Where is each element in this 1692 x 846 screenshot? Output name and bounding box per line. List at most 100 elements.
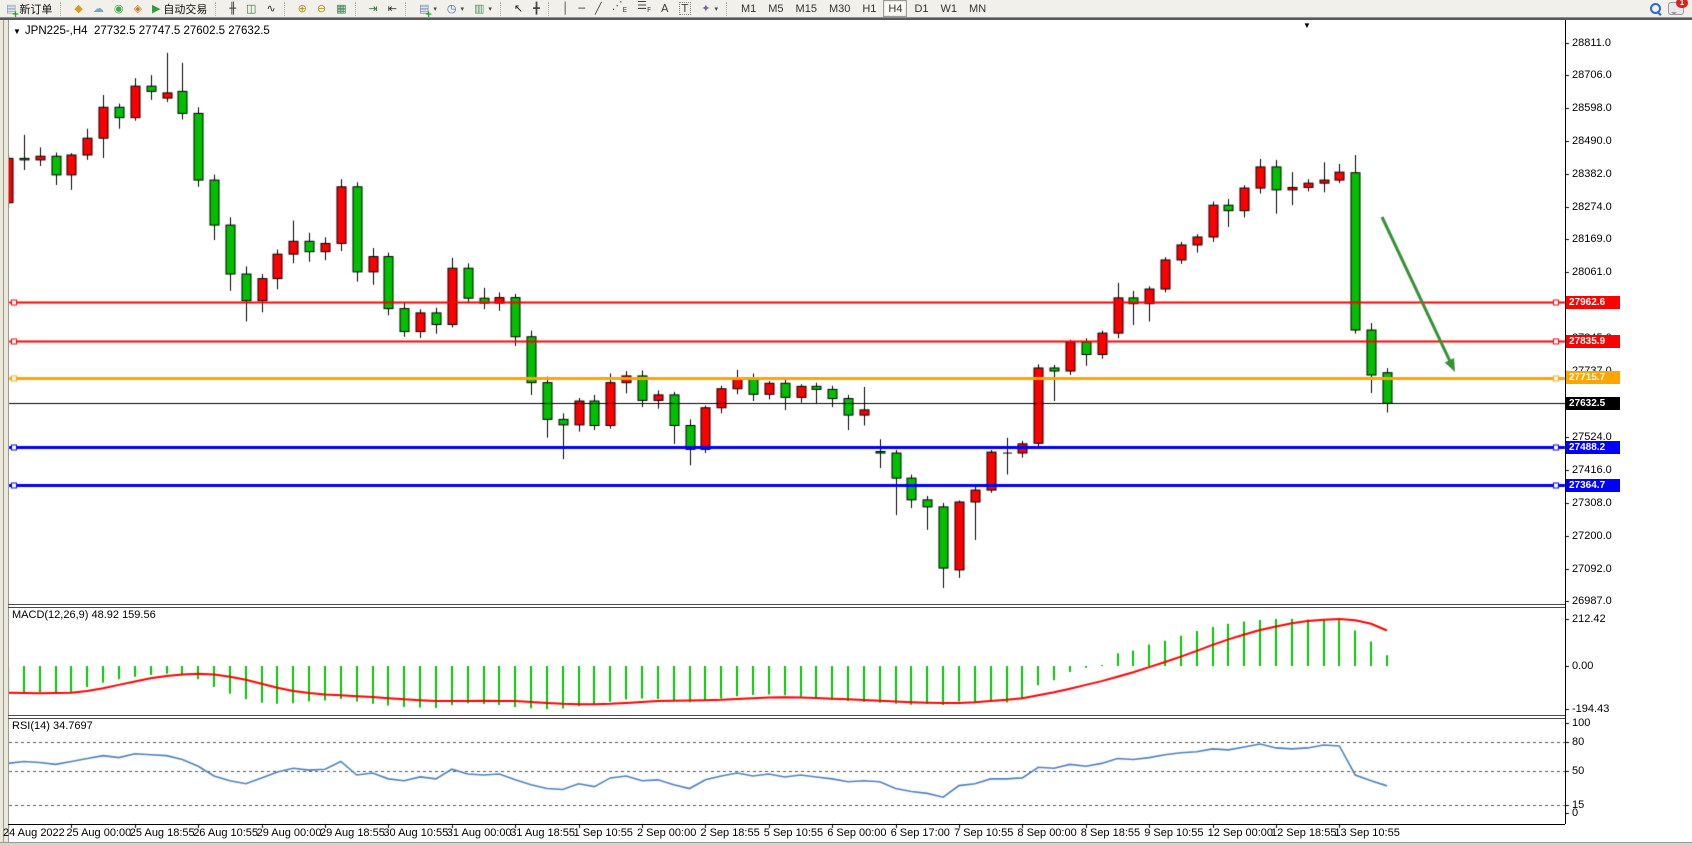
horizontal-line-icon: ─ bbox=[578, 1, 586, 15]
new-chart-button[interactable]: ▤ + ▾ bbox=[415, 0, 441, 20]
date-tick-label: 31 Aug 18:55 bbox=[510, 827, 576, 839]
cursor-icon: ↖ bbox=[513, 1, 524, 15]
date-tick-label: 12 Sep 18:55 bbox=[1271, 827, 1337, 839]
macd-tick-label: -194.43 bbox=[1572, 703, 1610, 716]
macd-rsi-separator-2 bbox=[8, 718, 1565, 719]
date-tick-label: 8 Sep 00:00 bbox=[1017, 827, 1077, 839]
signal-icon: ◉ bbox=[113, 1, 124, 15]
timeframe-button-w1[interactable]: W1 bbox=[940, 2, 958, 15]
rsi-tick-label: 15 bbox=[1572, 798, 1585, 811]
timeframe-button-h4[interactable]: H4 bbox=[883, 0, 908, 17]
price-tick-label: 26987.0 bbox=[1572, 594, 1612, 607]
timeframe-button-m30[interactable]: M30 bbox=[828, 2, 851, 15]
rsi-tick-label: 0 bbox=[1572, 807, 1579, 819]
one-click-caret-icon[interactable]: ▼ bbox=[13, 27, 21, 36]
text-label-icon: T bbox=[678, 2, 692, 15]
signals-button[interactable]: ◉ bbox=[110, 0, 128, 18]
vertical-line-button[interactable]: │ bbox=[558, 0, 573, 18]
toolbar: ▤ + 新订单 ◆ ☁ ◉ ◈ ▶ 自动交易 ╫ ◫ ∿ ⊕ ⊖ ▦ ⇥ ⇤ ▤ + ▾ ◷ ▾ ▥ ▾ ↖ ╋ │ ─ ╱ ⋰E ☰F A T… bbox=[0, 0, 1692, 20]
fibonacci-button[interactable]: ☰F bbox=[633, 0, 655, 18]
timeframe-button-mn[interactable]: MN bbox=[969, 2, 987, 15]
price-tick-label: 27416.0 bbox=[1572, 463, 1612, 476]
hline-price-tag: 27715.7 bbox=[1566, 371, 1620, 385]
new-chart-icon: ▤ + bbox=[418, 1, 433, 20]
zoom-in-icon: ⊕ bbox=[297, 1, 307, 15]
new-order-button[interactable]: ▤ + 新订单 bbox=[2, 0, 56, 20]
toolbar-right-icons: 1 bbox=[1649, 0, 1690, 16]
date-tick-label: 2 Sep 00:00 bbox=[637, 827, 697, 839]
window-bottom-edge bbox=[0, 842, 1692, 846]
auto-trading-button[interactable]: ▶ 自动交易 bbox=[148, 0, 211, 18]
timeframe-button-m1[interactable]: M1 bbox=[740, 2, 757, 15]
macd-tick-label: 0.00 bbox=[1572, 660, 1594, 672]
crosshair-icon: ╋ bbox=[533, 1, 540, 15]
text-label-button[interactable]: T bbox=[675, 0, 696, 18]
rsi-tick-label: 80 bbox=[1572, 736, 1585, 749]
clock-icon: ◷ bbox=[446, 1, 457, 15]
equidistant-channel-icon: ⋰E bbox=[611, 0, 628, 15]
line-chart-type-button[interactable]: ∿ bbox=[262, 0, 279, 18]
crosshair-button[interactable]: ╋ bbox=[529, 0, 544, 18]
auto-trading-icon: ▶ bbox=[151, 1, 161, 15]
date-tick-label: 25 Aug 00:00 bbox=[66, 827, 132, 839]
text-button[interactable]: A bbox=[657, 0, 673, 18]
cursor-button[interactable]: ↖ bbox=[510, 0, 527, 18]
chat-icon[interactable]: 1 bbox=[1668, 0, 1688, 15]
arrows-button[interactable]: ✦ ▾ bbox=[697, 0, 722, 18]
tile-windows-icon: ▦ bbox=[336, 1, 347, 15]
date-tick-label: 30 Aug 10:55 bbox=[383, 827, 449, 839]
trendline-button[interactable]: ╱ bbox=[591, 0, 606, 18]
zoom-in-button[interactable]: ⊕ bbox=[294, 0, 311, 18]
tile-windows-button[interactable]: ▦ bbox=[332, 0, 350, 18]
market-watch-button[interactable]: ◆ bbox=[70, 0, 86, 18]
hline-price-tag: 27488.2 bbox=[1566, 440, 1620, 454]
date-tick-label: 2 Sep 18:55 bbox=[700, 827, 760, 839]
search-icon[interactable] bbox=[1649, 2, 1662, 16]
hline-price-tag: 27835.9 bbox=[1566, 334, 1620, 348]
auto-scroll-button[interactable]: ⇥ bbox=[365, 0, 382, 18]
toolbar-separator bbox=[354, 1, 361, 16]
price-tick-label: 27524.0 bbox=[1572, 430, 1612, 443]
candlestick-icon: ◫ bbox=[246, 1, 257, 15]
date-tick-label: 6 Sep 00:00 bbox=[827, 827, 887, 839]
chart-shift-button[interactable]: ⇤ bbox=[384, 0, 401, 18]
macd-rsi-separator[interactable] bbox=[8, 715, 1565, 716]
price-tick-label: 28274.0 bbox=[1572, 201, 1612, 214]
timeframe-button-d1[interactable]: D1 bbox=[914, 2, 929, 15]
channel-button[interactable]: ⋰E bbox=[608, 0, 631, 18]
macd-indicator-label: MACD(12,26,9) 48.92 159.56 bbox=[12, 609, 156, 621]
candlestick-type-button[interactable]: ◫ bbox=[242, 0, 260, 18]
chart-symbol-period: JPN225-,H4 bbox=[24, 25, 88, 37]
line-chart-icon: ∿ bbox=[266, 1, 276, 15]
price-axis-divider bbox=[1565, 20, 1566, 824]
horizontal-line-button[interactable]: ─ bbox=[574, 0, 589, 18]
cloud-icon: ☁ bbox=[92, 1, 104, 15]
template-icon: ▥ bbox=[474, 1, 485, 15]
price-tick-label: 28169.0 bbox=[1572, 233, 1612, 246]
auto-trading-button-label: 自动交易 bbox=[163, 3, 208, 16]
date-tick-label: 8 Sep 18:55 bbox=[1080, 827, 1141, 839]
mql5-cloud-button[interactable]: ☁ bbox=[89, 0, 108, 18]
bar-chart-type-button[interactable]: ╫ bbox=[225, 0, 240, 18]
date-tick-label: 5 Sep 10:55 bbox=[763, 827, 824, 839]
chevron-down-icon: ▾ bbox=[460, 5, 464, 13]
main-macd-separator[interactable] bbox=[8, 604, 1565, 605]
gold-bar-icon: ◆ bbox=[74, 1, 83, 15]
date-tick-label: 29 Aug 00:00 bbox=[256, 827, 322, 839]
rsi-tick-label: 100 bbox=[1572, 716, 1591, 729]
chart-title: ▼ JPN225-,H4 27732.5 27747.5 27602.5 2763… bbox=[13, 25, 270, 37]
timeframe-button-h1[interactable]: H1 bbox=[862, 2, 877, 15]
date-tick-label: 9 Sep 10:55 bbox=[1144, 827, 1204, 839]
template-button[interactable]: ▥ ▾ bbox=[470, 0, 496, 18]
period-button[interactable]: ◷ ▾ bbox=[443, 0, 468, 18]
market-button[interactable]: ◈ bbox=[129, 0, 145, 18]
chevron-down-icon: ▾ bbox=[714, 5, 718, 13]
zoom-out-icon: ⊖ bbox=[316, 1, 327, 15]
zoom-out-button[interactable]: ⊖ bbox=[313, 0, 330, 18]
date-tick-label: 31 Aug 00:00 bbox=[446, 827, 512, 839]
timeframe-button-m5[interactable]: M5 bbox=[768, 2, 784, 15]
main-macd-separator-2 bbox=[8, 607, 1565, 608]
timeframe-button-m15[interactable]: M15 bbox=[795, 2, 817, 15]
toolbar-separator bbox=[215, 1, 221, 16]
